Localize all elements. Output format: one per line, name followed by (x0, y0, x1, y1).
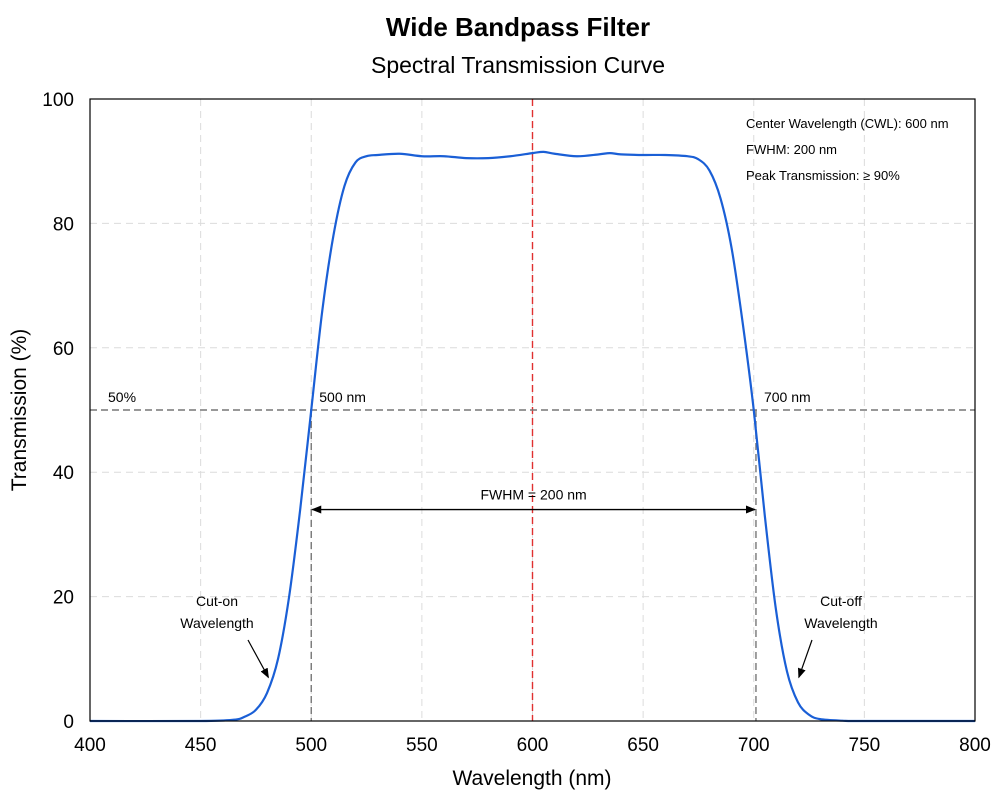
cut-off-label: Wavelength (804, 615, 877, 631)
info-line: Center Wavelength (CWL): 600 nm (746, 116, 949, 131)
reference-label: 50% (108, 389, 136, 405)
reference-label: 700 nm (764, 389, 811, 405)
y-axis-label: Transmission (%) (8, 329, 31, 492)
x-tick-label: 550 (406, 735, 438, 756)
x-tick-label: 750 (849, 735, 881, 756)
y-tick-label: 0 (63, 712, 74, 733)
x-axis-label: Wavelength (nm) (452, 767, 611, 790)
series-layer (89, 150, 976, 723)
x-tick-label: 800 (959, 735, 991, 756)
y-tick-label: 80 (53, 214, 74, 235)
chart-subtitle: Spectral Transmission Curve (371, 52, 665, 78)
y-tick-label: 40 (53, 463, 74, 484)
cut-on-label: Wavelength (180, 615, 253, 631)
fwhm-label: FWHM = 200 nm (481, 487, 587, 503)
plot-frame (89, 98, 976, 722)
chart-title: Wide Bandpass Filter (386, 12, 650, 42)
y-tick-label: 60 (53, 339, 74, 360)
x-tick-label: 450 (185, 735, 217, 756)
annotations-layer: 50% 500 nm 700 nm FWHM = 200 nm Cut-on Wavele… (108, 389, 878, 679)
tick-labels: 400 450 500 550 600 650 700 750 800 0 20 40 60 80 100 (42, 90, 991, 756)
x-tick-label: 500 (295, 735, 327, 756)
reference-lines (90, 99, 975, 721)
y-tick-label: 20 (53, 588, 74, 609)
info-line: Peak Transmission: ≥ 90% (746, 168, 900, 183)
x-tick-label: 700 (738, 735, 770, 756)
reference-label: 500 nm (319, 389, 366, 405)
cut-off-arrow (798, 639, 813, 679)
x-tick-label: 600 (517, 735, 549, 756)
cut-on-label: Cut-on (196, 593, 238, 609)
cut-on-arrow (247, 639, 269, 679)
cut-off-label: Cut-off (820, 593, 862, 609)
info-box: Center Wavelength (CWL): 600 nm FWHM: 200… (746, 116, 949, 183)
y-tick-label: 100 (42, 90, 74, 111)
info-line: FWHM: 200 nm (746, 142, 837, 157)
x-tick-label: 400 (74, 735, 106, 756)
transmission-curve (89, 150, 976, 723)
x-tick-label: 650 (627, 735, 659, 756)
